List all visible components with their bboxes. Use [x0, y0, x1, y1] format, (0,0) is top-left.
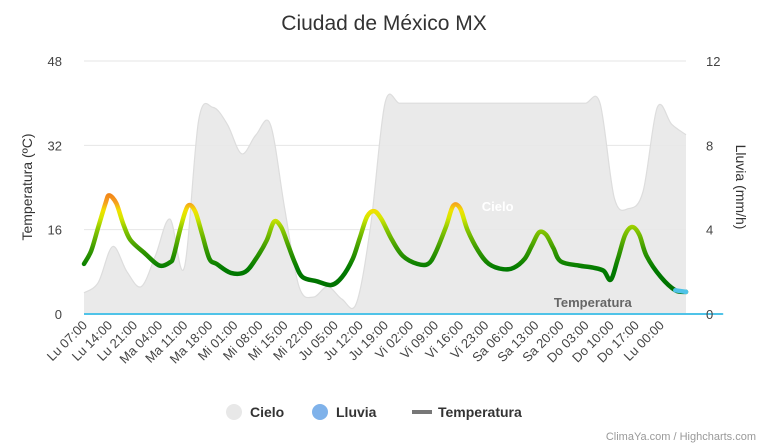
cielo-area [84, 94, 686, 314]
legend-label: Temperatura [438, 404, 522, 420]
chart-title: Ciudad de México MX [281, 12, 486, 35]
legend: Cielo Lluvia Temperatura [226, 404, 522, 420]
y-right-tick-label: 8 [706, 138, 713, 153]
temperatura-line [81, 193, 689, 295]
y-right-tick-label: 12 [706, 54, 720, 69]
cielo-area-edge [83, 93, 687, 310]
inline-label: Temperatura [554, 295, 633, 310]
legend-label: Cielo [250, 404, 284, 420]
legend-item-cielo[interactable]: Cielo [226, 404, 284, 420]
inline-label: Cielo [482, 199, 514, 214]
temperatura-line-end [673, 288, 689, 295]
legend-item-temperatura[interactable]: Temperatura [412, 404, 522, 420]
credits[interactable]: ClimaYa.com / Highcharts.com [606, 431, 756, 443]
y-axis-right-title: Lluvia (mm/h) [733, 145, 749, 230]
y-axis-left-title: Temperatura (ºC) [19, 133, 35, 240]
legend-marker [312, 404, 328, 420]
y-left-tick-label: 48 [48, 54, 62, 69]
y-axis-left-ticks: 0 16 32 48 [48, 54, 62, 322]
legend-marker [226, 404, 242, 420]
legend-label: Lluvia [336, 404, 377, 420]
y-right-tick-label: 0 [706, 307, 713, 322]
inline-series-labels: Cielo Temperatura [482, 199, 633, 310]
y-left-tick-label: 16 [48, 223, 62, 238]
temperatura-line-series [81, 193, 689, 295]
cielo-area-series [83, 93, 687, 314]
y-axis-right-ticks: 0 4 8 12 [706, 54, 720, 322]
legend-item-lluvia[interactable]: Lluvia [312, 404, 377, 420]
y-left-tick-label: 0 [55, 307, 62, 322]
y-left-tick-label: 32 [48, 138, 62, 153]
y-right-tick-label: 4 [706, 223, 713, 238]
